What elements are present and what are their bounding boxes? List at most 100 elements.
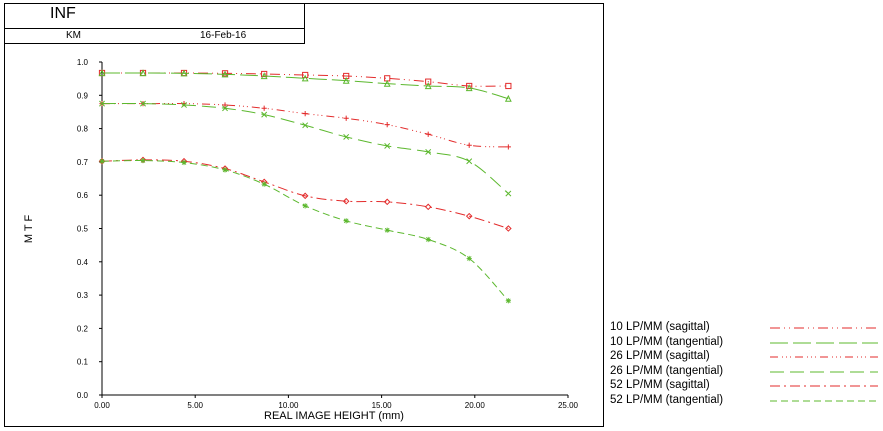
legend-label: 52 LP/MM (sagittal) [610, 379, 710, 392]
data-point [465, 84, 473, 92]
data-point [384, 122, 390, 128]
data-point [505, 225, 512, 232]
series-lines [98, 69, 512, 304]
data-point [424, 203, 432, 211]
data-point [139, 69, 147, 77]
y-tick-label: 0.7 [77, 158, 89, 167]
data-point [505, 298, 511, 304]
series-2 [98, 69, 512, 102]
legend-item: 10 LP/MM (sagittal) [610, 321, 880, 336]
data-point [221, 70, 229, 78]
tick-labels: 0.00 5.00 10.00 15.00 20.00 25.00 0.0 0.1 0.2 0.3… [77, 58, 579, 410]
x-tick-label: 10.00 [278, 401, 299, 410]
legend-label: 26 LP/MM (tangential) [610, 364, 724, 377]
data-point [181, 159, 187, 166]
x-tick-label: 5.00 [187, 401, 203, 410]
data-point [383, 79, 391, 87]
y-tick-label: 0.5 [77, 225, 89, 234]
data-point [180, 69, 188, 77]
y-axis-label: M T F [23, 215, 35, 244]
series-6 [99, 157, 511, 304]
data-point [466, 142, 472, 148]
x-tick-label: 15.00 [372, 401, 393, 410]
data-point [222, 105, 228, 112]
data-point [466, 255, 472, 262]
legend: 10 LP/MM (sagittal) 10 LP/MM (tangential)… [610, 321, 880, 409]
y-tick-label: 0.0 [77, 391, 89, 400]
series-line [101, 159, 509, 229]
x-tick-label: 20.00 [465, 401, 486, 410]
legend-item: 52 LP/MM (tangential) [610, 394, 880, 409]
x-axis-label: REAL IMAGE HEIGHT (mm) [264, 410, 404, 422]
legend-swatch [770, 371, 878, 373]
data-point [342, 76, 350, 84]
y-tick-label: 0.2 [77, 324, 89, 333]
data-point [505, 82, 512, 90]
data-point [466, 82, 473, 90]
data-point [425, 131, 431, 137]
data-point [140, 157, 146, 164]
legend-item: 10 LP/MM (tangential) [610, 336, 880, 351]
y-tick-label: 0.1 [77, 358, 89, 367]
y-tick-label: 0.9 [77, 91, 89, 100]
data-point [261, 70, 268, 78]
legend-item: 26 LP/MM (tangential) [610, 365, 880, 380]
legend-swatch [770, 342, 878, 344]
data-point [260, 72, 268, 80]
x-tick-label: 0.00 [94, 401, 110, 410]
series-5 [98, 156, 512, 232]
data-point [181, 102, 187, 108]
axes [99, 61, 569, 398]
legend-item: 26 LP/MM (sagittal) [610, 350, 880, 365]
data-point [383, 198, 391, 206]
data-point [140, 100, 146, 107]
author-initials: KM [66, 30, 81, 41]
data-point [98, 69, 106, 77]
data-point [302, 71, 309, 79]
data-point [384, 227, 390, 233]
data-point [343, 115, 349, 121]
legend-label: 26 LP/MM (sagittal) [610, 350, 710, 363]
data-point [99, 100, 105, 107]
y-tick-label: 0.8 [77, 125, 89, 134]
data-point [504, 94, 512, 102]
data-point [505, 144, 511, 150]
series-line [101, 72, 509, 87]
x-tick-label: 25.00 [558, 401, 579, 410]
chart-date: 16-Feb-16 [200, 30, 247, 41]
legend-label: 52 LP/MM (tangential) [610, 393, 724, 406]
data-point [384, 142, 391, 149]
data-point [302, 122, 309, 129]
legend-swatch [770, 400, 878, 402]
data-point [99, 158, 105, 164]
series-line [101, 72, 509, 100]
series-line [101, 103, 509, 194]
data-point [301, 192, 309, 200]
y-tick-label: 0.3 [77, 291, 89, 300]
data-point [261, 111, 268, 118]
legend-item: 52 LP/MM (sagittal) [610, 379, 880, 394]
legend-swatch [770, 385, 878, 387]
data-point [302, 111, 308, 117]
data-point [465, 212, 473, 220]
data-point [261, 181, 267, 187]
legend-label: 10 LP/MM (tangential) [610, 335, 724, 348]
data-point [302, 203, 308, 209]
series-4 [99, 100, 512, 197]
data-point [424, 82, 432, 90]
data-point [425, 236, 431, 243]
data-point [343, 133, 350, 140]
data-point [222, 167, 228, 173]
data-point [222, 102, 228, 108]
data-point [342, 197, 350, 205]
data-point [343, 218, 349, 224]
legend-swatch [770, 356, 878, 358]
header-info-row [4, 28, 305, 44]
y-tick-label: 1.0 [77, 58, 89, 67]
y-tick-label: 0.4 [77, 258, 89, 267]
data-point [301, 74, 309, 82]
series-line [101, 160, 509, 302]
data-point [505, 190, 512, 197]
data-point [261, 105, 267, 111]
